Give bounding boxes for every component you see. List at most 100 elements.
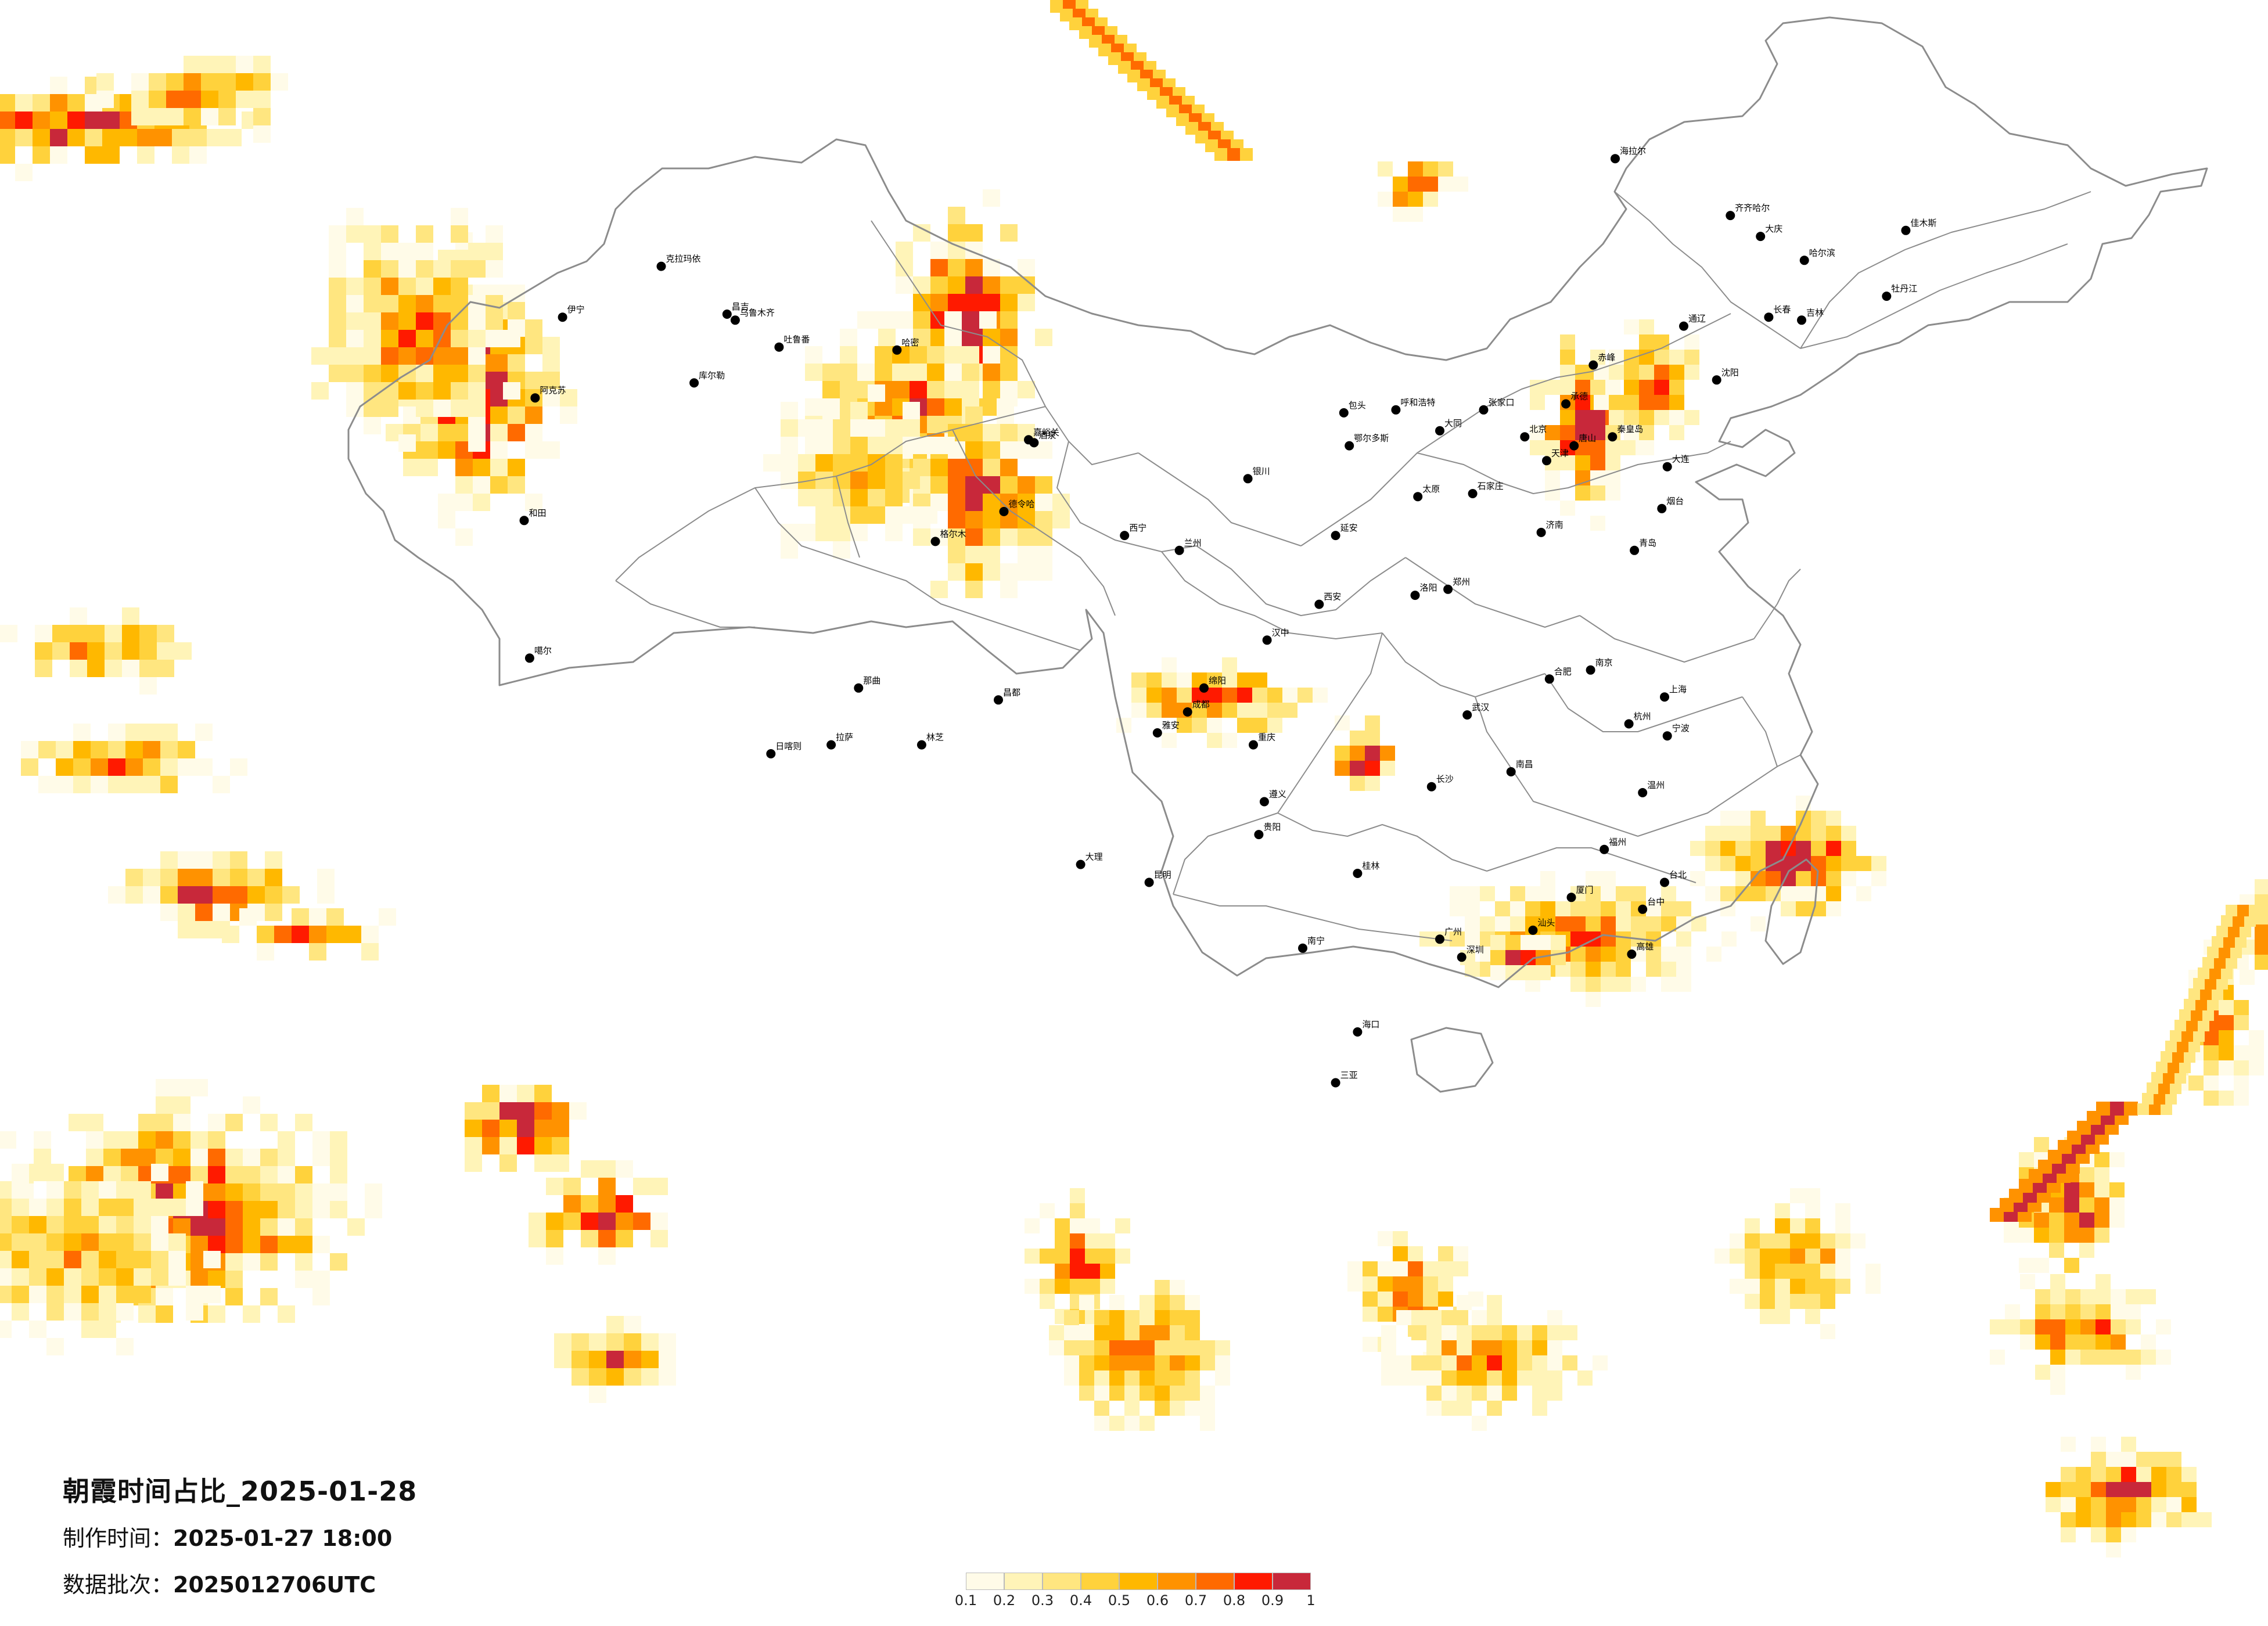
glow-cell bbox=[1532, 1370, 1547, 1386]
glow-cell bbox=[1381, 1340, 1396, 1355]
glow-cell bbox=[1365, 776, 1380, 791]
glow-cell bbox=[433, 347, 451, 365]
glow-cell bbox=[134, 1251, 151, 1268]
glow-cell bbox=[2156, 1319, 2171, 1334]
glow-cell bbox=[295, 1114, 312, 1131]
city-dot bbox=[524, 653, 534, 663]
glow-cell bbox=[2166, 1452, 2181, 1467]
glow-cell bbox=[1487, 1355, 1502, 1370]
glow-cell bbox=[572, 1333, 589, 1351]
glow-cell bbox=[885, 419, 903, 437]
glow-cell bbox=[1805, 1218, 1820, 1233]
glow-cell bbox=[1035, 563, 1052, 581]
glow-cell bbox=[403, 459, 420, 476]
glow-cell bbox=[247, 869, 265, 886]
city-dot bbox=[1479, 405, 1489, 415]
glow-cell bbox=[552, 1154, 569, 1172]
glow-cell bbox=[2244, 915, 2256, 927]
glow-cell bbox=[1055, 1264, 1070, 1279]
glow-cell bbox=[1820, 1249, 1835, 1264]
glow-cell bbox=[499, 1102, 517, 1120]
city-dot bbox=[1712, 375, 1721, 385]
glow-cell bbox=[1207, 672, 1222, 688]
city-label: 延安 bbox=[1340, 523, 1358, 533]
glow-cell bbox=[554, 1351, 572, 1368]
glow-cell bbox=[2156, 1350, 2171, 1365]
glow-cell bbox=[73, 724, 91, 741]
city-dot bbox=[1662, 731, 1672, 741]
glow-cell bbox=[173, 1131, 191, 1149]
city-label: 呼和浩特 bbox=[1400, 397, 1435, 408]
glow-cell bbox=[1018, 494, 1035, 511]
glow-cell bbox=[552, 1120, 569, 1137]
glow-cell bbox=[2049, 1213, 2064, 1228]
glow-cell bbox=[1200, 1416, 1215, 1431]
glow-cell bbox=[173, 1166, 191, 1183]
glow-cell bbox=[1575, 485, 1590, 501]
glow-cell bbox=[208, 1114, 225, 1131]
glow-cell bbox=[1775, 1294, 1790, 1309]
glow-cell bbox=[1841, 871, 1856, 886]
glow-cell bbox=[1811, 826, 1826, 841]
glow-cell bbox=[913, 311, 930, 329]
glow-cell bbox=[50, 146, 67, 164]
glow-cell bbox=[225, 1236, 243, 1253]
glow-cell bbox=[103, 1166, 121, 1183]
glow-cell bbox=[2204, 1091, 2219, 1106]
glow-cell bbox=[885, 472, 903, 489]
glow-cell bbox=[1442, 1401, 1457, 1416]
glow-cell bbox=[346, 225, 364, 243]
glow-cell bbox=[2111, 1289, 2126, 1304]
glow-cell bbox=[983, 494, 1000, 511]
glow-cell bbox=[581, 1160, 598, 1178]
glow-cell bbox=[186, 1303, 203, 1321]
city-dot bbox=[1435, 934, 1444, 944]
city-label: 洛阳 bbox=[1420, 582, 1437, 593]
glow-cell bbox=[1426, 1370, 1442, 1386]
glow-cell bbox=[1835, 1264, 1850, 1279]
glow-cell bbox=[1570, 962, 1586, 977]
glow-cell bbox=[1222, 688, 1237, 703]
glow-cell bbox=[156, 1114, 173, 1131]
glow-cell bbox=[878, 329, 896, 346]
glow-cell bbox=[2080, 1289, 2096, 1304]
glow-cell bbox=[309, 926, 326, 943]
glow-cell bbox=[927, 364, 944, 381]
glow-cell bbox=[598, 1230, 616, 1247]
glow-cell bbox=[2207, 947, 2219, 958]
glow-cell bbox=[1018, 294, 1035, 311]
glow-cell bbox=[1601, 931, 1616, 947]
glow-cell bbox=[2034, 1213, 2049, 1228]
glow-cell bbox=[875, 346, 892, 364]
glow-cell bbox=[1393, 177, 1408, 192]
glow-cell bbox=[312, 1183, 330, 1201]
glow-cell bbox=[1116, 718, 1131, 733]
glow-cell bbox=[105, 642, 122, 660]
glow-cell bbox=[1438, 161, 1453, 177]
glow-cell bbox=[1094, 1355, 1109, 1370]
glow-cell bbox=[1000, 563, 1018, 581]
glow-cell bbox=[2202, 957, 2214, 969]
city-label: 上海 bbox=[1669, 684, 1687, 695]
glow-cell bbox=[1616, 916, 1631, 931]
glow-cell bbox=[1070, 1279, 1085, 1294]
glow-cell bbox=[1590, 380, 1605, 395]
glow-cell bbox=[1018, 381, 1035, 398]
glow-cell bbox=[1408, 192, 1423, 207]
legend-swatch bbox=[1273, 1573, 1311, 1590]
glow-cell bbox=[46, 1199, 64, 1216]
glow-cell bbox=[1835, 1249, 1850, 1264]
glow-cell bbox=[1000, 476, 1018, 494]
glow-cell bbox=[1049, 1325, 1064, 1340]
glow-cell bbox=[815, 419, 833, 437]
glow-cell bbox=[1170, 1386, 1185, 1401]
glow-cell bbox=[186, 1286, 203, 1303]
glow-cell bbox=[1866, 1264, 1881, 1279]
glow-cell bbox=[1393, 207, 1408, 222]
glow-cell bbox=[468, 417, 486, 434]
glow-cell bbox=[1495, 901, 1510, 916]
glow-cell bbox=[1131, 688, 1146, 703]
glow-cell bbox=[29, 1164, 46, 1181]
glow-cell bbox=[317, 886, 335, 904]
glow-cell bbox=[650, 1230, 668, 1247]
